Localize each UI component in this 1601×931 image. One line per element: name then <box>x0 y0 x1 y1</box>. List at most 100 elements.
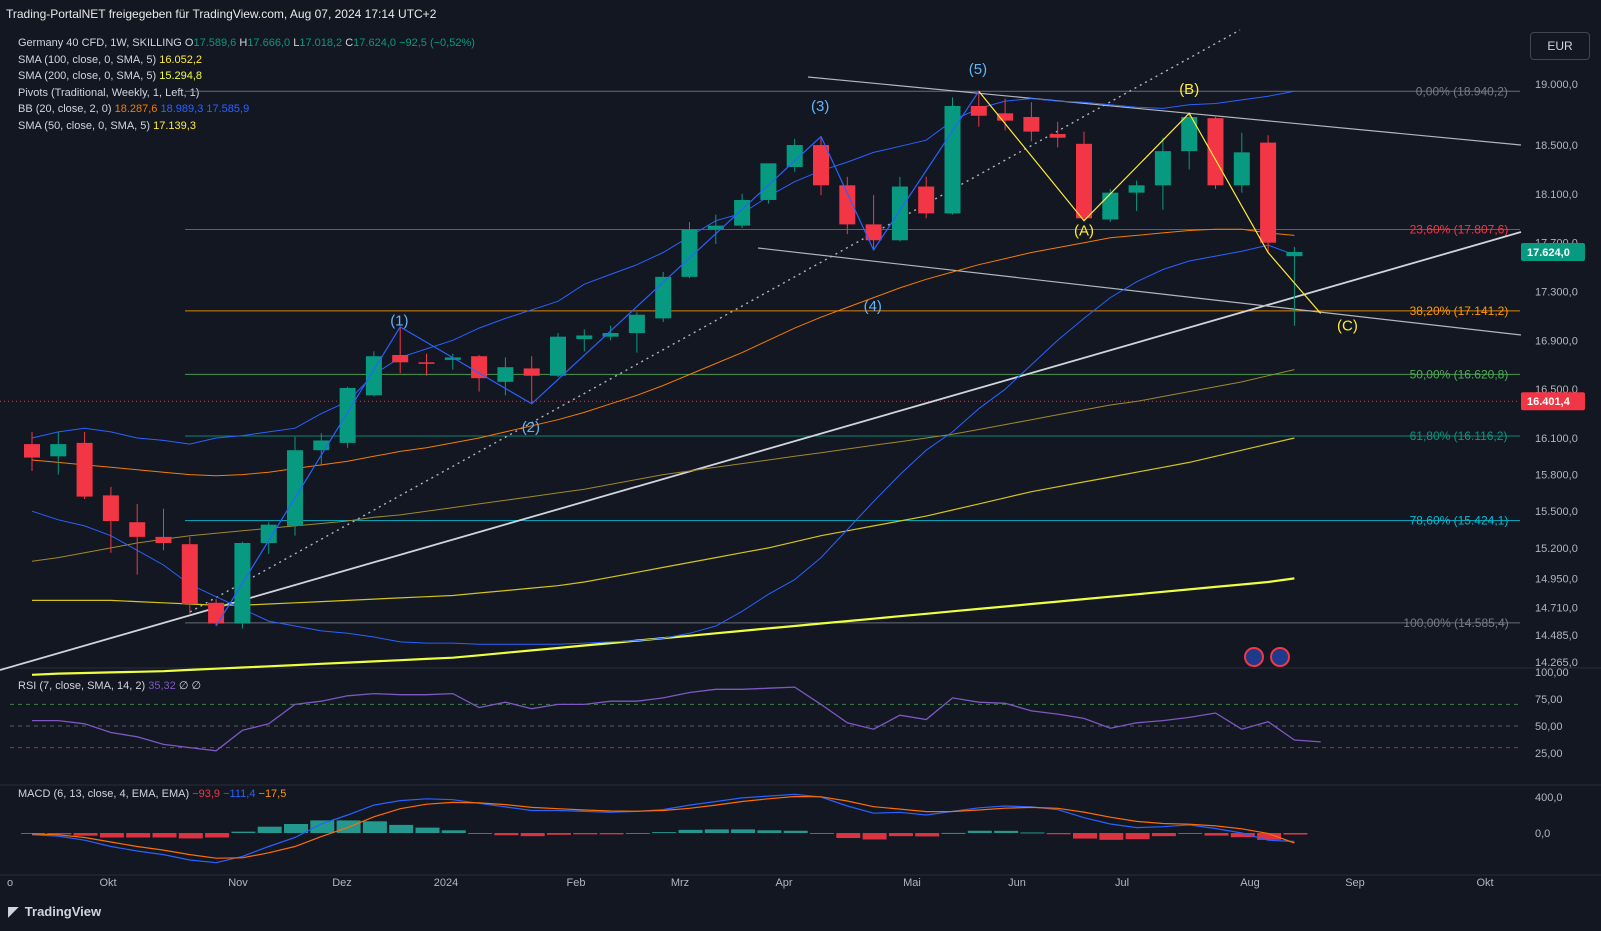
channel-upper-line <box>807 76 1522 146</box>
time-axis-label: Dez <box>332 877 352 889</box>
candle-body <box>102 495 119 522</box>
candle-body <box>997 113 1014 121</box>
sma200-line <box>32 437 1295 606</box>
macd-histogram-bar <box>1230 833 1255 838</box>
candle-body <box>1076 143 1092 219</box>
macd-histogram-bar <box>836 833 861 839</box>
macd-histogram-bar <box>520 833 545 837</box>
candle-body <box>1102 192 1119 220</box>
sma50-row[interactable]: SMA (50, close, 0, SMA, 5) 17.139,3 <box>18 119 196 132</box>
rsi-tick-label: 75,00 <box>1535 694 1563 706</box>
candle-body <box>471 356 488 379</box>
time-axis-label: Feb <box>567 877 586 889</box>
bb-row[interactable]: BB (20, close, 2, 0) 18.287,6 18.989,3 1… <box>18 103 250 115</box>
share-header: Trading-PortalNET freigegeben für Tradin… <box>6 7 437 21</box>
time-axis-label: 2024 <box>434 877 458 889</box>
price-tick-label: 15.500,0 <box>1535 506 1578 518</box>
candle-body <box>1207 118 1224 186</box>
macd-histogram-bar <box>441 830 466 833</box>
symbol-row[interactable]: Germany 40 CFD, 1W, SKILLING O17.589,6 H… <box>18 37 475 49</box>
macd-histogram-bar <box>757 830 782 833</box>
macd-histogram-bar <box>862 833 887 840</box>
price-tick-label: 14.265,0 <box>1535 657 1578 669</box>
wave-label: (4) <box>864 298 882 315</box>
wave-label: (2) <box>522 419 540 436</box>
fib-level-label: 0,00% (18.940,2) <box>1416 84 1508 98</box>
macd-histogram-bar <box>1204 833 1229 836</box>
sma100-row[interactable]: SMA (100, close, 0, SMA, 5) 16.052,2 <box>18 53 203 66</box>
pivots-row[interactable]: Pivots (Traditional, Weekly, 1, Left, 1) <box>18 86 200 99</box>
high-value: 17.666,0 <box>247 37 291 49</box>
candle-body <box>365 356 382 396</box>
macd-histogram-bar <box>941 832 966 834</box>
candle-body <box>681 229 698 277</box>
candle-body <box>918 186 935 214</box>
fib-level-label: 38,20% (17.141,2) <box>1410 304 1509 318</box>
marker-price-badge: 16.401,4 <box>1527 396 1571 408</box>
fib-level-label: 23,60% (17.807,6) <box>1410 223 1509 237</box>
rsi-legend[interactable]: RSI (7, close, SMA, 14, 2) 35,32 ∅ ∅ <box>18 680 202 692</box>
price-tick-label: 15.200,0 <box>1535 543 1578 555</box>
candle-body <box>287 450 303 526</box>
rsi-tick-label: 100,00 <box>1535 667 1569 679</box>
macd-histogram-bar <box>415 827 440 833</box>
macd-histogram-bar <box>389 824 414 833</box>
sma200-row[interactable]: SMA (200, close, 0, SMA, 5) 15.294,8 <box>18 70 203 82</box>
time-axis-label: Nov <box>228 877 248 889</box>
candle-body <box>392 354 409 363</box>
rsi-tick-label: 25,00 <box>1535 748 1563 760</box>
sma100-value: 16.052,2 <box>159 53 203 66</box>
macd-histogram-bar <box>178 833 203 839</box>
price-tick-label: 18.100,0 <box>1535 189 1578 201</box>
candle-body <box>523 368 540 376</box>
correction-wave-path <box>978 90 1322 314</box>
marker-price-badge-bg <box>1521 392 1585 411</box>
candle-body <box>628 314 645 334</box>
wave-label: (3) <box>811 98 829 115</box>
price-tick-label: 19.000,0 <box>1535 79 1578 91</box>
candle-body <box>1023 116 1040 132</box>
macd-histogram-bar <box>126 833 151 838</box>
candle-body <box>550 336 566 376</box>
macd-histogram-bar <box>731 829 756 833</box>
macd-histogram-bar <box>1046 833 1071 835</box>
macd-histogram-bar <box>625 833 650 834</box>
macd-histogram-bar <box>1020 832 1045 834</box>
macd-tick-label: 400,0 <box>1535 792 1563 804</box>
wave-label: (5) <box>969 61 987 78</box>
macd-histogram-bar <box>573 833 598 835</box>
tradingview-logo[interactable]: ◤ TradingView <box>8 903 102 919</box>
candle-body <box>1233 152 1250 186</box>
macd-histogram-bar <box>1257 833 1282 840</box>
wave-label: (A) <box>1074 222 1094 239</box>
macd-legend[interactable]: MACD (6, 13, close, 4, EMA, EMA) −93,9 −… <box>18 788 287 800</box>
macd-histogram-bar <box>915 833 940 837</box>
macd-line <box>31 793 1295 864</box>
candle-body <box>655 276 672 319</box>
currency-button[interactable]: EUR <box>1530 32 1590 60</box>
tv-logo-icon: ◤ <box>8 903 19 919</box>
rsi-value: 35,32 <box>148 680 176 692</box>
macd-value: −93,9 <box>192 788 221 800</box>
candle-body <box>891 186 908 241</box>
open-value: 17.589,6 <box>193 37 237 49</box>
time-axis-label: Jun <box>1008 877 1026 889</box>
wave-label: (C) <box>1337 318 1358 335</box>
candle-body <box>181 544 198 605</box>
candle-body <box>313 440 330 451</box>
candle-body <box>76 442 93 497</box>
macd-histogram-bar <box>205 833 230 838</box>
candle-body <box>24 444 40 458</box>
macd-histogram-bar <box>967 830 992 833</box>
bb-basis-value: 18.287,6 <box>114 103 158 115</box>
macd-histogram-bar <box>810 833 834 834</box>
time-axis-label: Apr <box>775 877 792 889</box>
candle-body <box>944 105 961 214</box>
fib-level-label: 100,00% (14.585,4) <box>1403 616 1508 630</box>
macd-histogram-bar <box>284 824 308 833</box>
macd-histogram-bar <box>599 833 624 835</box>
candle-body <box>813 145 829 186</box>
price-tick-label: 16.900,0 <box>1535 335 1578 347</box>
macd-tick-label: 0,0 <box>1535 828 1550 840</box>
